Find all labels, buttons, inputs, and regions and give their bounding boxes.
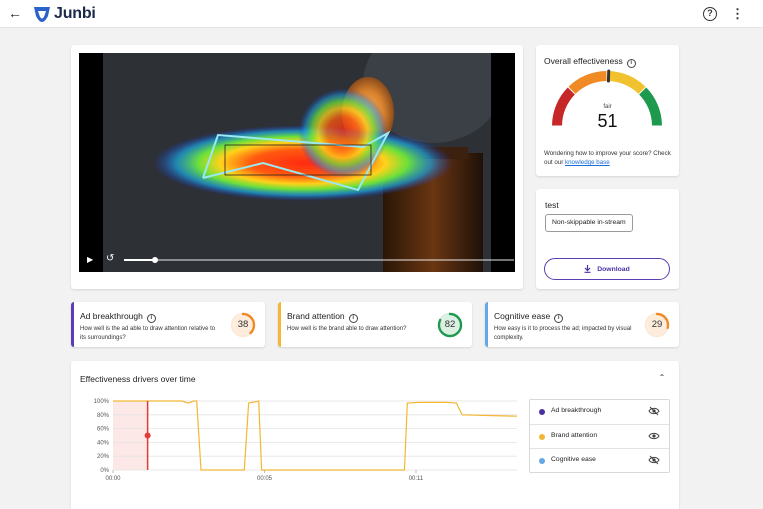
metric-card-ad-breakthrough: Ad breakthrough i How well is the ad able… [71,302,265,347]
app-name: Junbi [54,5,96,22]
metric-score-fill [647,315,667,335]
legend-color-dot [539,434,545,440]
legend-item-ad-breakthrough: Ad breakthrough [530,400,669,424]
gauge-segment [638,87,662,126]
gauge-arcs [552,71,662,126]
legend-item-brand-attention: Brand attention [530,424,669,448]
metric-title: Brand attention i [287,311,358,323]
metric-title-label: Cognitive ease [494,311,551,321]
test-card: test Non-skippable in-stream Download [536,189,679,289]
effectiveness-gauge [552,69,662,126]
gauge-rating: fair [603,104,612,110]
y-tick-label: 0% [100,468,109,474]
info-icon[interactable]: i [626,59,636,68]
legend-label: Ad breakthrough [551,407,602,414]
metric-score-ring [644,312,670,338]
metric-description: How well is the ad able to draw attentio… [80,326,216,341]
app-logo[interactable]: Junbi [33,4,96,24]
metric-score: 29 [651,319,663,330]
knowledge-base-link[interactable]: knowledge base [564,159,610,166]
y-tick-label: 80% [97,413,110,419]
y-tick-label: 40% [97,440,110,446]
gauge-segment [552,87,576,126]
scrubber-progress [124,259,156,261]
metric-score-ring [230,312,256,338]
drivers-line-chart[interactable]: 100% 80% 60% 40% 20% 0% 00:00 00:05 00:11 [71,389,531,489]
metric-card-brand-attention: Brand attention i How well is the brand a… [278,302,472,347]
gauge-score: 51 [597,111,618,131]
attention-heatmap [103,53,491,272]
metric-stripe [278,302,281,347]
overall-effectiveness-card: Overall effectiveness i fair 51 Wondering… [536,45,679,176]
overall-effectiveness-title: Overall effectiveness i [544,56,636,68]
x-tick-label: 00:00 [105,476,121,482]
test-name: test [545,200,559,210]
x-tick-label: 00:05 [257,476,273,482]
metric-stripe [71,302,74,347]
video-controls: ▶ ↺ [79,248,515,272]
legend-color-dot [539,409,545,415]
drivers-title: Effectiveness drivers over time [80,374,196,384]
playback-highlight [113,401,148,470]
video-frame [103,53,491,272]
effectiveness-drivers-card: Effectiveness drivers over time ⌃ 100% 80… [71,361,679,509]
y-tick-label: 60% [97,427,110,433]
legend-label: Cognitive ease [551,456,596,463]
legend-label: Brand attention [551,432,598,439]
legend-item-cognitive-ease: Cognitive ease [530,448,669,472]
scrubber-handle[interactable] [152,257,159,263]
metric-score: 38 [237,319,249,330]
metric-title: Cognitive ease i [494,311,564,323]
chevron-up-icon[interactable]: ⌃ [658,373,666,382]
video-player[interactable]: ▶ ↺ [79,53,515,272]
video-scrubber[interactable] [124,257,514,263]
info-icon[interactable]: i [348,314,358,323]
metric-description: How easy is it to process the ad; impact… [494,326,632,341]
info-icon[interactable]: i [554,314,564,323]
placement-chip[interactable]: Non-skippable in-stream [545,214,633,232]
metric-description: How well is the brand able to draw atten… [287,326,407,332]
top-bar: ← Junbi ? ⋮ [0,0,763,28]
metric-score-fill [440,315,460,335]
download-icon [584,265,591,273]
info-icon[interactable]: i [146,314,156,323]
video-card: ▶ ↺ [71,45,523,289]
chart-legend: Ad breakthrough Brand attention Cognitiv… [529,399,670,473]
series-line-brand-attention [113,400,518,471]
back-arrow-icon[interactable]: ← [8,5,22,21]
replay-icon[interactable]: ↺ [106,253,115,264]
gauge-segment [568,71,607,95]
metric-score: 82 [444,319,456,330]
eye-off-icon[interactable] [648,455,660,465]
metric-title-label: Ad breakthrough [80,311,143,321]
legend-color-dot [539,458,545,464]
metric-title-label: Brand attention [287,311,345,321]
more-options-icon[interactable]: ⋮ [731,6,744,21]
eye-off-icon[interactable] [648,406,660,416]
y-tick-label: 20% [97,454,110,460]
metric-stripe [485,302,488,347]
metric-card-cognitive-ease: Cognitive ease i How easy is it to proces… [485,302,679,347]
download-label: Download [597,265,630,273]
y-tick-label: 100% [94,399,110,405]
help-text: Wondering how to improve your score? Che… [544,150,671,166]
help-icon[interactable]: ? [703,7,717,21]
metric-score-fill [233,315,253,335]
junbi-logo-icon [34,7,50,22]
x-tick-label: 00:11 [409,476,424,482]
metric-score-ring [437,312,463,338]
metric-title: Ad breakthrough i [80,311,156,323]
download-button[interactable]: Download [544,258,670,280]
gauge-segment [607,71,646,95]
overall-effectiveness-label: Overall effectiveness [544,56,623,66]
playhead-point [144,432,151,439]
play-icon[interactable]: ▶ [87,255,94,264]
eye-icon[interactable] [648,431,660,441]
improve-score-help: Wondering how to improve your score? Che… [544,149,674,167]
